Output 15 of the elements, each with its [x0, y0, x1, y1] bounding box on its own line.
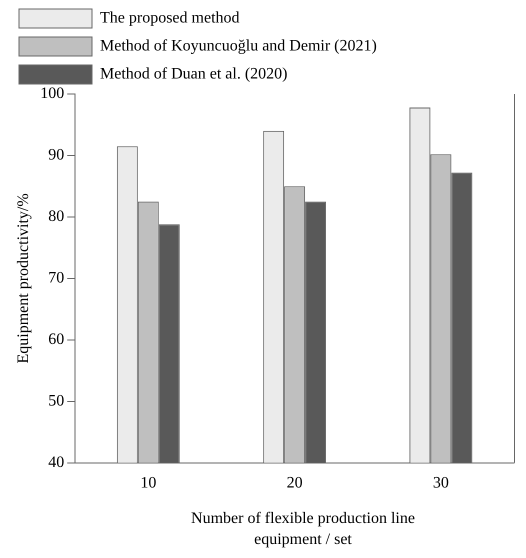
x-axis-title: Number of flexible production line equipment / set	[190, 509, 416, 550]
y-tick-label: 90	[48, 146, 64, 164]
y-tick-label: 60	[48, 331, 64, 348]
y-tick-label: 40	[48, 454, 64, 472]
y-tick-label: 80	[48, 208, 64, 226]
x-tick-label: 30	[432, 474, 449, 492]
legend-label: The proposed method	[100, 10, 240, 27]
y-tick-label: 70	[48, 270, 64, 287]
legend-label: Method of Duan et al. (2020)	[100, 66, 288, 83]
x-tick-label: 20	[286, 474, 303, 492]
y-tick-label: 50	[48, 392, 64, 410]
legend-label: Method of Koyuncuoğlu and Demir (2021)	[100, 38, 377, 55]
x-tick-label: 10	[140, 474, 156, 492]
y-axis-title: Equipment productivity/%	[14, 193, 32, 364]
y-tick-label: 100	[40, 85, 64, 102]
